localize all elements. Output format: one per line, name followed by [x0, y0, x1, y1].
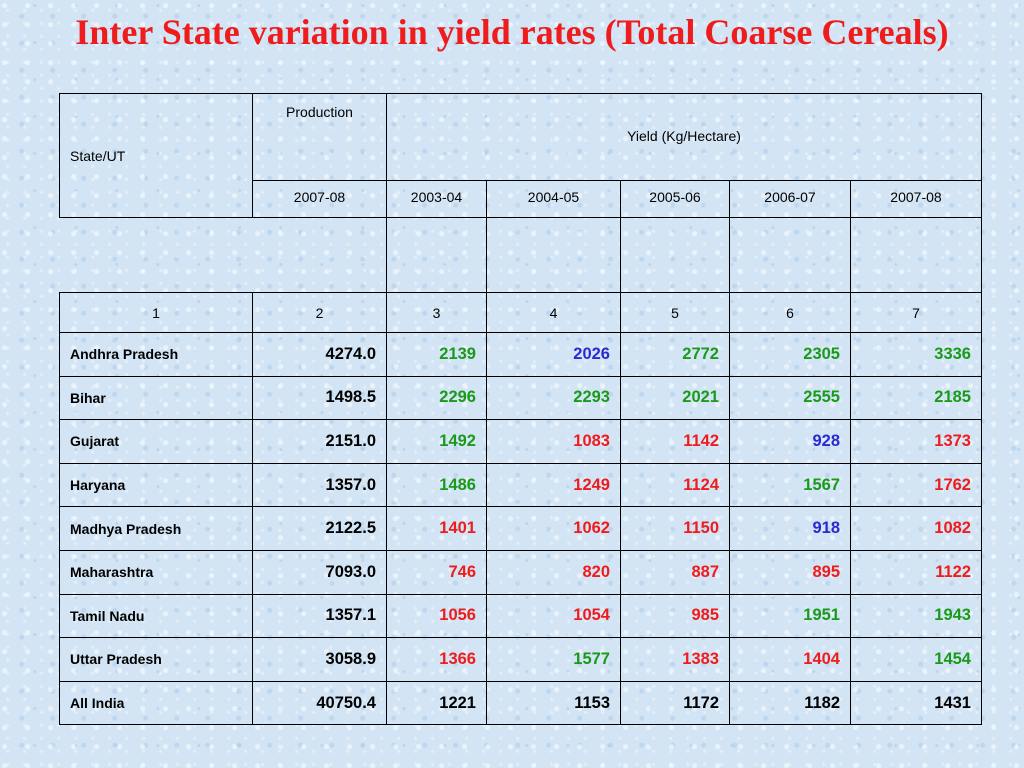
- yield-value: 1124: [620, 462, 730, 508]
- table-row: Tamil Nadu 1357.1 1056 1054 985 1951 1943: [59, 593, 982, 639]
- year-header: 2006-07: [729, 180, 851, 218]
- column-number: 6: [729, 292, 851, 333]
- production-value: 1498.5: [252, 375, 387, 421]
- yield-value: 1486: [386, 462, 487, 508]
- state-name: Madhya Pradesh: [59, 506, 253, 551]
- header-spacer: [386, 217, 487, 293]
- header-spacer: [729, 217, 851, 293]
- table-row: Andhra Pradesh 4274.0 2139 2026 2772 2305 3336: [59, 332, 982, 377]
- state-name: Tamil Nadu: [59, 593, 253, 639]
- yield-value: 1431: [850, 680, 982, 726]
- yield-value: 1401: [386, 506, 487, 551]
- year-header: 2004-05: [486, 180, 621, 218]
- slide-title: Inter State variation in yield rates (To…: [75, 12, 949, 52]
- table-row: Uttar Pradesh 3058.9 1366 1577 1383 1404 1454: [59, 637, 982, 682]
- header-spacer: [850, 217, 982, 293]
- table-row: Gujarat 2151.0 1492 1083 1142 928 1373: [59, 419, 982, 464]
- production-value: 7093.0: [252, 549, 387, 595]
- yield-value: 985: [620, 593, 730, 639]
- state-name: Andhra Pradesh: [59, 332, 253, 377]
- yield-value: 887: [620, 549, 730, 595]
- column-number: 2: [252, 292, 387, 333]
- production-value: 2151.0: [252, 419, 387, 464]
- state-name: Maharashtra: [59, 549, 253, 595]
- header-spacer: [253, 218, 387, 293]
- yield-value: 1383: [620, 637, 730, 682]
- yield-value: 895: [729, 549, 851, 595]
- production-value: 2122.5: [252, 506, 387, 551]
- yield-value: 2305: [729, 332, 851, 377]
- production-value: 1357.0: [252, 462, 387, 508]
- yield-value: 1153: [486, 680, 621, 726]
- yield-value: 1054: [486, 593, 621, 639]
- state-name: Bihar: [59, 375, 253, 421]
- yield-value: 2555: [729, 375, 851, 421]
- yield-value: 2185: [850, 375, 982, 421]
- header-spacer: [486, 217, 621, 293]
- yield-header: Yield (Kg/Hectare): [386, 93, 982, 181]
- year-header: 2007-08: [850, 180, 982, 218]
- yield-value: 1083: [486, 419, 621, 464]
- table-row: Maharashtra 7093.0 746 820 887 895 1122: [59, 549, 982, 595]
- yield-value: 928: [729, 419, 851, 464]
- yield-value: 1150: [620, 506, 730, 551]
- yield-value: 1249: [486, 462, 621, 508]
- table-row: Bihar 1498.5 2296 2293 2021 2555 2185: [59, 375, 982, 421]
- column-number: 5: [620, 292, 730, 333]
- yield-value: 746: [386, 549, 487, 595]
- table-row: All India 40750.4 1221 1153 1172 1182 1431: [59, 680, 982, 726]
- yield-value: 1454: [850, 637, 982, 682]
- yield-value: 1762: [850, 462, 982, 508]
- production-value: 3058.9: [252, 637, 387, 682]
- production-value: 4274.0: [252, 332, 387, 377]
- yield-value: 2026: [486, 332, 621, 377]
- state-name: All India: [59, 680, 253, 726]
- column-number: 7: [850, 292, 982, 333]
- yield-value: 1062: [486, 506, 621, 551]
- yield-value: 1951: [729, 593, 851, 639]
- yield-value: 2772: [620, 332, 730, 377]
- year-header: 2005-06: [620, 180, 730, 218]
- yield-value: 2021: [620, 375, 730, 421]
- yield-value: 1082: [850, 506, 982, 551]
- table-row: Madhya Pradesh 2122.5 1401 1062 1150 918 1082: [59, 506, 982, 551]
- yield-value: 2293: [486, 375, 621, 421]
- state-ut-header: State/UT: [59, 93, 253, 218]
- yield-value: 1172: [620, 680, 730, 726]
- yield-value: 1221: [386, 680, 487, 726]
- year-header: 2003-04: [386, 180, 487, 218]
- yield-value: 1577: [486, 637, 621, 682]
- yield-value: 1366: [386, 637, 487, 682]
- yield-value: 1373: [850, 419, 982, 464]
- yield-value: 2139: [386, 332, 487, 377]
- column-number: 1: [59, 292, 253, 333]
- production-header: Production: [252, 93, 387, 181]
- header-spacer: [60, 218, 253, 293]
- column-number: 4: [486, 292, 621, 333]
- yield-value: 820: [486, 549, 621, 595]
- yield-value: 1122: [850, 549, 982, 595]
- yield-value: 1056: [386, 593, 487, 639]
- yield-value: 1142: [620, 419, 730, 464]
- production-value: 40750.4: [252, 680, 387, 726]
- header-spacer: [620, 217, 730, 293]
- yield-value: 918: [729, 506, 851, 551]
- production-value: 1357.1: [252, 593, 387, 639]
- yield-value: 3336: [850, 332, 982, 377]
- year-header: 2007-08: [252, 180, 387, 218]
- yield-value: 2296: [386, 375, 487, 421]
- yield-value: 1943: [850, 593, 982, 639]
- column-number-row: 1 2 3 4 5 6 7: [59, 292, 982, 333]
- column-number: 3: [386, 292, 487, 333]
- yield-value: 1182: [729, 680, 851, 726]
- yield-table: State/UT Production Yield (Kg/Hectare) 2…: [59, 93, 982, 726]
- table-row: Haryana 1357.0 1486 1249 1124 1567 1762: [59, 462, 982, 508]
- state-name: Gujarat: [59, 419, 253, 464]
- yield-value: 1492: [386, 419, 487, 464]
- yield-value: 1404: [729, 637, 851, 682]
- state-name: Haryana: [59, 462, 253, 508]
- table-body: Andhra Pradesh 4274.0 2139 2026 2772 2305 3336…: [59, 332, 982, 726]
- yield-value: 1567: [729, 462, 851, 508]
- state-name: Uttar Pradesh: [59, 637, 253, 682]
